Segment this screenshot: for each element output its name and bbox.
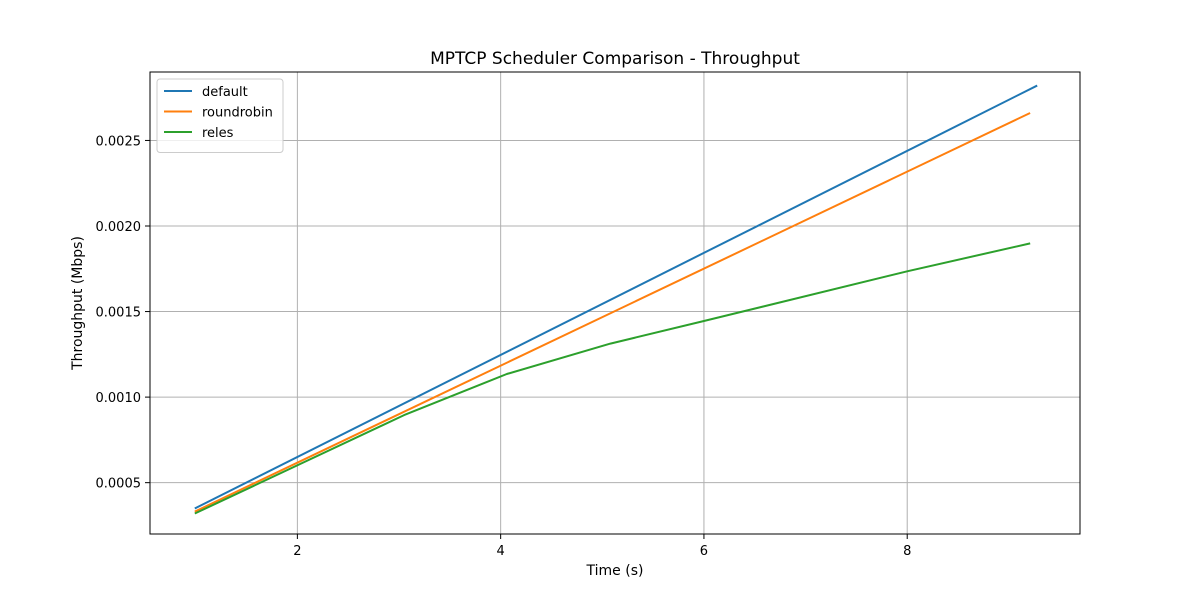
axis-ticks: 2 4 6 8 0.0005 0.0010 0.0015 0.0020 0.0025 [96, 134, 912, 559]
series-line-roundrobin [194, 112, 1031, 513]
y-tick-label: 0.0005 [96, 477, 142, 492]
legend-label-roundrobin: roundrobin [202, 106, 273, 121]
x-tick-label: 8 [903, 544, 911, 559]
chart-title: MPTCP Scheduler Comparison - Throughput [430, 49, 800, 69]
x-tick-label: 4 [497, 544, 505, 559]
legend-label-reles: reles [202, 126, 234, 141]
x-axis-title: Time (s) [586, 563, 644, 579]
legend: default roundrobin reles [156, 78, 284, 153]
x-tick-label: 2 [293, 544, 301, 559]
series-lines [194, 84, 1038, 515]
y-tick-label: 0.0010 [96, 391, 142, 406]
x-tick-label: 6 [700, 544, 708, 559]
grid-lines [150, 72, 1080, 534]
series-line-default [194, 84, 1038, 510]
y-axis-title: Throughput (Mbps) [70, 236, 86, 371]
legend-label-default: default [202, 85, 248, 100]
plot-frame [149, 71, 1081, 535]
legend-box [156, 78, 284, 153]
y-tick-label: 0.0025 [96, 134, 142, 149]
y-tick-label: 0.0020 [96, 220, 142, 235]
y-tick-label: 0.0015 [96, 306, 142, 321]
series-line-reles [194, 242, 1031, 515]
